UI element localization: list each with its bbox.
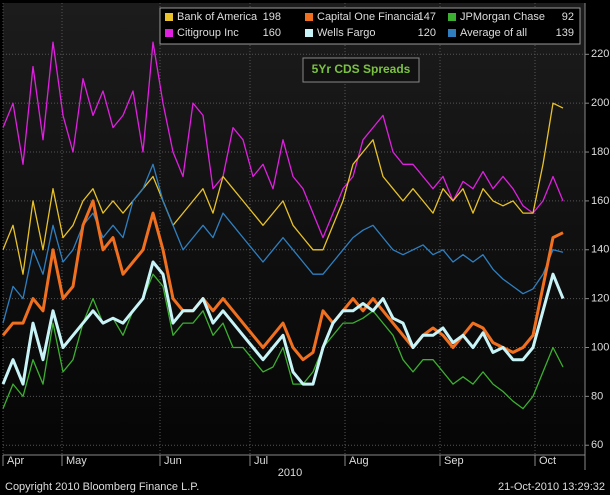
x-tick-label: Apr [7,455,24,467]
title-box [302,57,420,83]
year-label: 2010 [278,467,302,479]
legend-value: 198 [263,11,281,23]
series-line [2,273,564,410]
legend-value: 92 [562,11,574,23]
legend: Bank of America 198 Capital One Financial1… [165,11,574,39]
x-tick-label: May [66,455,87,467]
y-tick-label: 160 [591,195,609,207]
series-line [2,41,564,239]
x-tick-label: Jun [164,455,182,467]
legend-value: 139 [556,27,574,39]
y-tick-label: 180 [591,146,609,158]
legend-value: 120 [418,27,436,39]
legend-swatch [448,13,456,21]
series-line [2,102,564,275]
legend-swatch [305,13,313,21]
legend-swatch [305,29,313,37]
y-tick-label: 140 [591,244,609,256]
x-tick-label: Jul [254,455,268,467]
legend-label: Bank of America [177,11,258,23]
y-tick-label: 100 [591,341,609,353]
legend-value: 160 [263,27,281,39]
y-tick-label: 120 [591,293,609,305]
y-tick-label: 80 [591,390,603,402]
legend-label: Capital One Financial [317,11,422,23]
legend-label: Average of all [460,27,527,39]
x-tick-label: Sep [444,455,464,467]
y-tick-label: 200 [591,97,609,109]
legend-swatch [165,13,173,21]
legend-label: JPMorgan Chase [460,11,545,23]
legend-swatch [448,29,456,37]
chart-title: 5Yr CDS Spreads [312,62,411,76]
legend-value: 147 [418,11,436,23]
legend-label: Citigroup Inc [177,27,239,39]
series-group [1,3,585,455]
legend-box [159,7,581,45]
footer-left: Copyright 2010 Bloomberg Finance L.P. [5,481,199,493]
series-line [1,260,565,386]
y-tick-label: 60 [591,439,603,451]
y-tick-label: 220 [591,48,609,60]
x-tick-label: Aug [349,455,369,467]
footer-right: 21-Oct-2010 13:29:32 [498,481,605,493]
legend-label: Wells Fargo [317,27,375,39]
x-tick-label: Oct [539,455,556,467]
series-line [1,199,564,362]
legend-swatch [165,29,173,37]
